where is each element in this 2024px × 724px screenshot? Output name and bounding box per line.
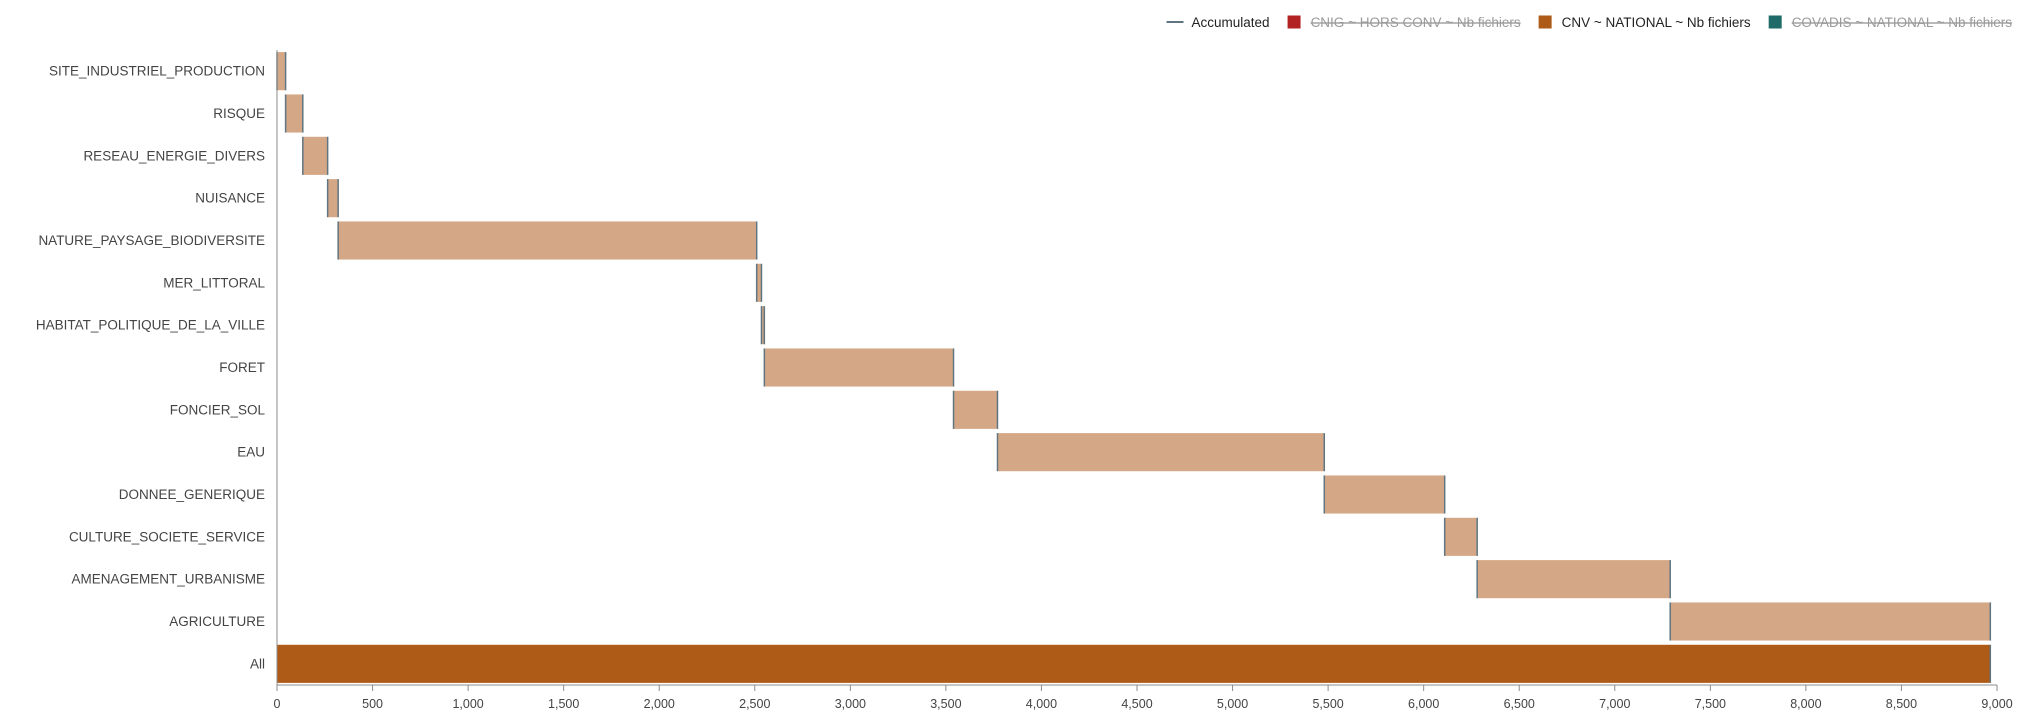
category-label: NUISANCE bbox=[195, 191, 265, 206]
legend-square-symbol bbox=[1538, 15, 1552, 29]
category-label: RISQUE bbox=[213, 106, 265, 121]
category-label: SITE_INDUSTRIEL_PRODUCTION bbox=[49, 64, 265, 79]
x-tick-label: 2,000 bbox=[644, 697, 675, 711]
x-tick-label: 5,000 bbox=[1217, 697, 1248, 711]
category-label: All bbox=[250, 656, 265, 671]
x-tick-label: 5,500 bbox=[1312, 697, 1343, 711]
legend-item-1[interactable]: Accumulated bbox=[1166, 15, 1270, 30]
x-tick-label: 3,500 bbox=[930, 697, 961, 711]
bar-site-industriel-production bbox=[277, 52, 286, 91]
x-tick-label: 6,500 bbox=[1504, 697, 1535, 711]
x-tick-label: 500 bbox=[362, 697, 383, 711]
bar-eau bbox=[997, 433, 1325, 472]
category-label: AGRICULTURE bbox=[169, 614, 265, 629]
x-tick-label: 1,000 bbox=[452, 697, 483, 711]
bar-habitat-politique-de-la-ville bbox=[761, 306, 765, 345]
category-label: CULTURE_SOCIETE_SERVICE bbox=[69, 529, 265, 544]
bars bbox=[276, 52, 1992, 683]
category-label: MER_LITTORAL bbox=[163, 275, 265, 290]
x-tick-label: 6,000 bbox=[1408, 697, 1439, 711]
category-label: RESEAU_ENERGIE_DIVERS bbox=[83, 148, 265, 163]
category-label: FORET bbox=[219, 360, 265, 375]
x-axis: 0 500 1,000 1,500 2,000 2,500 3,000 3,500 4,000 4… bbox=[274, 50, 2013, 711]
category-label: FONCIER_SOL bbox=[170, 402, 266, 417]
bar-culture-societe-service bbox=[1444, 517, 1478, 556]
bar-nuisance bbox=[327, 179, 339, 218]
x-tick-label: 7,000 bbox=[1599, 697, 1630, 711]
bar-nature-paysage-biodiversite bbox=[338, 221, 757, 260]
x-tick-label: 2,500 bbox=[739, 697, 770, 711]
bar-foncier-sol bbox=[953, 390, 998, 429]
legend-square-symbol bbox=[1768, 15, 1782, 29]
category-labels: SITE_INDUSTRIEL_PRODUCTION RISQUE RESEAU_E… bbox=[36, 64, 266, 672]
x-tick-label: 3,000 bbox=[835, 697, 866, 711]
x-tick-label: 1,500 bbox=[548, 697, 579, 711]
bar-mer-littoral bbox=[756, 263, 762, 302]
category-label: NATURE_PAYSAGE_BIODIVERSITE bbox=[38, 233, 265, 248]
x-tick-label: 0 bbox=[274, 697, 281, 711]
bar-risque bbox=[285, 94, 303, 133]
bar-donnee-generique bbox=[1324, 475, 1445, 514]
legend: Accumulated CNIG ~ HORS CONV ~ Nb fichier… bbox=[1166, 15, 2013, 30]
legend-item-4[interactable]: COVADIS ~ NATIONAL ~ Nb fichiers bbox=[1768, 15, 2013, 30]
legend-label: CNIG ~ HORS CONV ~ Nb fichiers bbox=[1311, 15, 1521, 30]
x-tick-label: 9,000 bbox=[1981, 697, 2012, 711]
x-tick-label: 8,000 bbox=[1790, 697, 1821, 711]
x-tick-label: 4,500 bbox=[1121, 697, 1152, 711]
bar-amenagement-urbanisme bbox=[1477, 560, 1671, 599]
category-label: DONNEE_GENERIQUE bbox=[119, 487, 265, 502]
legend-square-symbol bbox=[1287, 15, 1301, 29]
legend-label: Accumulated bbox=[1192, 15, 1270, 30]
category-label: AMENAGEMENT_URBANISME bbox=[71, 572, 265, 587]
legend-label: COVADIS ~ NATIONAL ~ Nb fichiers bbox=[1792, 15, 2013, 30]
x-tick-label: 7,500 bbox=[1695, 697, 1726, 711]
category-label: EAU bbox=[237, 445, 265, 460]
category-label: HABITAT_POLITIQUE_DE_LA_VILLE bbox=[36, 318, 265, 333]
legend-label: CNV ~ NATIONAL ~ Nb fichiers bbox=[1562, 15, 1751, 30]
bar-foret bbox=[764, 348, 954, 387]
legend-item-2[interactable]: CNIG ~ HORS CONV ~ Nb fichiers bbox=[1287, 15, 1521, 30]
x-tick-label: 4,000 bbox=[1026, 697, 1057, 711]
bar-agriculture bbox=[1670, 602, 1991, 641]
bar-reseau-energie-divers bbox=[302, 136, 328, 175]
x-tick-label: 8,500 bbox=[1886, 697, 1917, 711]
bar-all bbox=[277, 644, 1991, 683]
legend-item-3[interactable]: CNV ~ NATIONAL ~ Nb fichiers bbox=[1538, 15, 1751, 30]
